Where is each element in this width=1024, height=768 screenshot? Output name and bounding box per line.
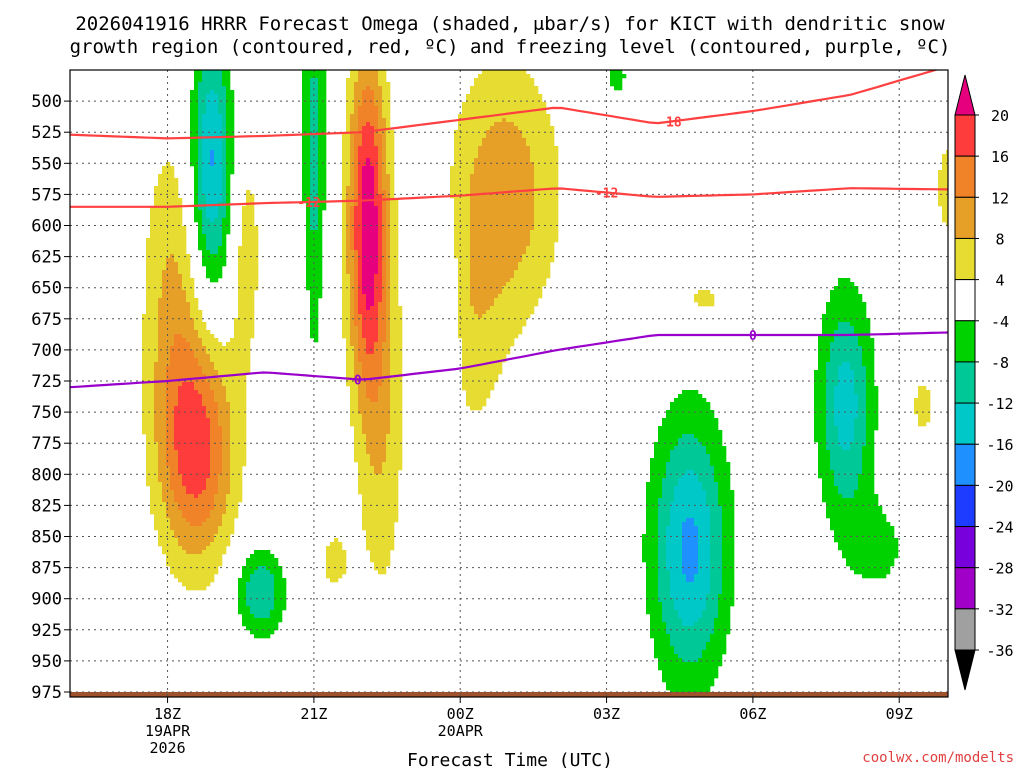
contour-label--12: -12 [297, 196, 320, 211]
colorbar-bin [954, 279, 976, 322]
colorbar-bottom-triangle [954, 649, 976, 691]
colorbar-level-label: 12 [991, 189, 1009, 207]
contour-line--12 [70, 187, 948, 208]
x-tick-label: 00Z [447, 705, 474, 723]
y-tick-label: 950 [31, 652, 62, 672]
y-tick-label: 975 [31, 683, 62, 703]
y-tick-label: 500 [31, 92, 62, 112]
chart-title-line1: 2026041916 HRRR Forecast Omega (shaded, … [75, 13, 945, 35]
colorbar-level-label: -20 [986, 477, 1013, 495]
colorbar-bin [954, 608, 976, 651]
x-tick-label: 19APR [145, 722, 191, 740]
chart-title-line2: growth region (contoured, red, ºC) and f… [70, 36, 951, 58]
y-tick-label: 625 [31, 248, 62, 268]
contour-label--12: -12 [595, 187, 618, 202]
y-tick-label: 825 [31, 496, 62, 516]
colorbar-level-label: -24 [986, 519, 1013, 537]
y-tick-label: 675 [31, 310, 62, 330]
colorbar-bin [954, 320, 976, 363]
colorbar-level-label: -36 [986, 642, 1013, 660]
y-tick-label: 575 [31, 185, 62, 205]
colorbar-level-label: -16 [986, 436, 1013, 454]
y-tick-label: 850 [31, 528, 62, 548]
colorbar-top-triangle [954, 74, 976, 116]
x-tick-label: 09Z [886, 705, 913, 723]
colorbar-level-label: 20 [991, 107, 1009, 125]
y-tick-label: 800 [31, 465, 62, 485]
colorbar-bin [954, 155, 976, 198]
ground-surface [70, 692, 948, 697]
colorbar-bin [954, 361, 976, 404]
colorbar-level-label: 8 [995, 230, 1004, 248]
y-tick-label: 550 [31, 154, 62, 174]
credit-text: coolwx.com/modelts [862, 750, 1014, 766]
x-tick-label: 2026 [149, 739, 185, 757]
x-tick-label: 03Z [593, 705, 620, 723]
x-axis-label: Forecast Time (UTC) [407, 750, 613, 768]
x-tick-label: 06Z [739, 705, 766, 723]
colorbar-bin [954, 402, 976, 445]
x-tick-label: 21Z [300, 705, 327, 723]
colorbar-bin [954, 443, 976, 486]
colorbar-level-label: 4 [995, 272, 1004, 290]
y-tick-label: 875 [31, 559, 62, 579]
y-tick-label: 750 [31, 403, 62, 423]
y-tick-label: 700 [31, 341, 62, 361]
contour-label--18: -18 [658, 116, 682, 131]
colorbar-level-label: -4 [991, 313, 1009, 331]
colorbar-level-label: 16 [991, 148, 1009, 166]
colorbar-bin [954, 526, 976, 569]
y-tick-label: 925 [31, 621, 62, 641]
colorbar-bin [954, 237, 976, 281]
colorbar-bin [954, 114, 976, 157]
contour-label-0: 0 [749, 329, 757, 344]
omega-shading [70, 70, 948, 697]
y-tick-label: 600 [31, 217, 62, 237]
colorbar-level-label: -12 [986, 395, 1013, 413]
y-axis-pressure: 500 525 550 575 600 625 650 675 700 725 750 775 800 8… [31, 92, 70, 703]
y-tick-label: 650 [31, 279, 62, 299]
contour-line-0 [70, 331, 948, 389]
plot-frame [69, 69, 949, 698]
colorbar-level-label: -8 [991, 354, 1009, 372]
colorbar-bin [954, 196, 976, 239]
contour-label-0: 0 [354, 373, 362, 388]
colorbar-bin [954, 484, 976, 528]
plot-area: -18 -12 -12 0 0 [69, 69, 949, 698]
y-tick-label: 775 [31, 434, 62, 454]
y-tick-label: 725 [31, 372, 62, 392]
colorbar-legend: 20 16 12 8 4 -4 -8 -12 -16 -20 -24 -28 -32 -36 [954, 74, 1014, 691]
temperature-contours: -18 -12 -12 0 0 [70, 70, 948, 389]
y-tick-label: 900 [31, 590, 62, 610]
gridlines [70, 70, 948, 697]
contour-line--18 [70, 70, 940, 140]
colorbar-level-label: -32 [986, 601, 1013, 619]
colorbar-level-label: -28 [986, 560, 1013, 578]
y-tick-label: 525 [31, 123, 62, 143]
colorbar-bin [954, 567, 976, 610]
x-tick-label: 20APR [438, 722, 484, 740]
x-tick-label: 18Z [154, 705, 181, 723]
